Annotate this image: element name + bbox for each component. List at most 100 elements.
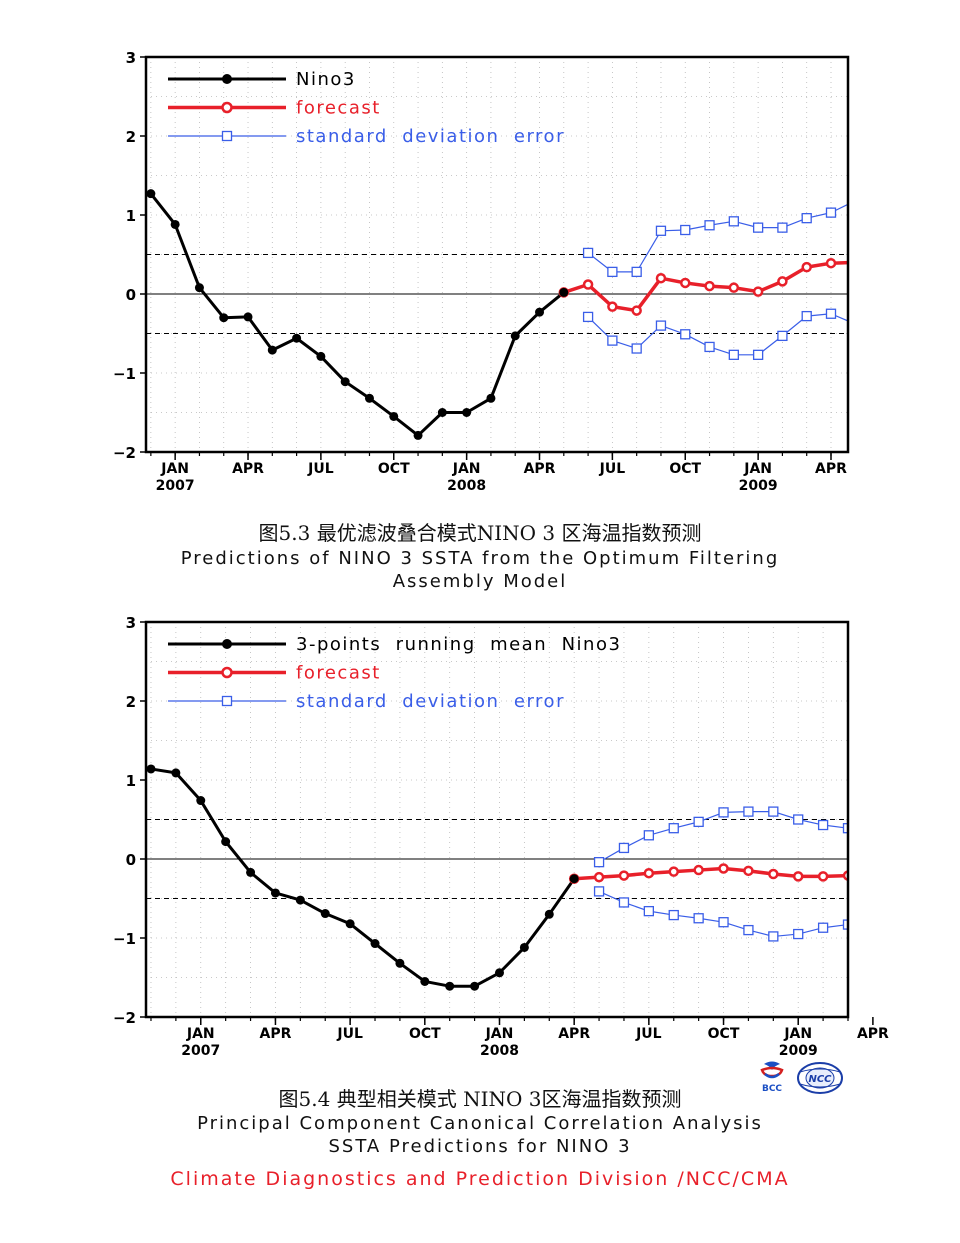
chart-1-std-error-upper-line <box>587 203 848 273</box>
chart-1-forecast-point <box>655 272 667 284</box>
chart-1-forecast-point <box>728 282 740 293</box>
chart-1-observed-point <box>243 312 253 322</box>
chart-1-std-error-upper-marker <box>655 225 667 236</box>
chart-2-x-tick-label: APR <box>260 1026 292 1042</box>
chart-1-forecast-point <box>777 276 788 287</box>
chart-1-forecast-point <box>631 305 642 316</box>
chart-2-std-error-upper-marker <box>593 857 605 868</box>
figure-1-caption-english-line1: Predictions of NINO 3 SSTA from the Opti… <box>180 548 780 569</box>
chart-2-x-tick-label: JAN <box>186 1026 215 1042</box>
chart-2-observed-point <box>146 764 156 774</box>
figure-1-caption-english-line2: Assembly Model <box>392 571 568 592</box>
chart-1-x-tick-label: APR <box>524 461 556 477</box>
chart-1-observed-line <box>149 192 565 437</box>
chart-2-frame <box>144 620 850 1019</box>
chart-2-std-error-lower-marker <box>842 919 848 930</box>
chart-2-x-tick-label: OCT <box>708 1026 740 1042</box>
chart-2-observed-point <box>320 909 330 919</box>
chart-2-forecast-point <box>693 864 704 876</box>
chart-2-std-error-upper-marker <box>842 823 848 834</box>
chart-2-legend-label-1: forecast <box>296 663 381 684</box>
chart-1-std-error-upper-marker <box>851 196 860 205</box>
chart-2-legend: 3-points running mean Nino3 forecast stand… <box>168 634 620 712</box>
chart-2-std-error-upper-marker <box>768 806 779 817</box>
chart-2-x-tick-label: APR <box>857 1026 889 1042</box>
chart-2-observed-line <box>150 767 576 988</box>
chart-1-x-year-label: 2007 <box>156 478 195 494</box>
chart-1-forecast-point <box>752 286 764 297</box>
chart-2-y-tick-label: −2 <box>113 1009 136 1027</box>
chart-2-std-error-upper-marker <box>793 814 804 825</box>
chart-2-observed-point <box>494 968 504 978</box>
chart-1-legend-label-2: standard deviation error <box>296 126 565 147</box>
chart-1-legend-label-0: Nino3 <box>296 69 356 90</box>
chart-1-y-tick-label: −1 <box>113 365 136 383</box>
chart-2-observed-point <box>345 919 355 929</box>
chart-1-forecast-point <box>607 301 618 312</box>
footer-credit: Climate Diagnostics and Prediction Divis… <box>170 1168 790 1190</box>
chart-1-x-tick-label: APR <box>232 461 264 477</box>
chart-2-observed-point <box>470 981 480 991</box>
chart-1-std-error-upper-marker <box>631 266 642 278</box>
chart-1-x-tick-label: JAN <box>452 461 481 477</box>
chart-1-std-error-lower-line <box>587 313 848 356</box>
figure-2-caption-chinese: 图5.4 典型相关模式 NINO 3区海温指数预测 <box>278 1087 682 1111</box>
chart-1-std-error-upper-marker <box>704 220 715 231</box>
chart-2-observed-point <box>544 909 554 919</box>
chart-2-x-tick-label: OCT <box>409 1026 441 1042</box>
ncc-logo-text: NCC <box>808 1074 832 1085</box>
chart-1-junction-point <box>559 287 569 297</box>
chart-2-forecast-point <box>668 866 679 877</box>
chart-2-std-error-lower-marker <box>668 909 679 921</box>
chart-2-x-tick-label: JAN <box>485 1026 514 1042</box>
chart-2-std-error-lower-marker <box>593 886 605 897</box>
chart-2-observed-point <box>196 796 206 806</box>
chart-1-forecast-point <box>582 279 594 290</box>
chart-1-observed-point <box>437 408 447 417</box>
chart-2-forecast-point <box>643 867 655 879</box>
chart-1-observed-point <box>389 411 399 421</box>
chart-2-x-tick-label: APR <box>558 1026 590 1042</box>
figure-2-caption-english-line1: Principal Component Canonical Correlatio… <box>197 1113 763 1134</box>
chart-1-x-tick-label: JAN <box>160 461 189 477</box>
chart-1-legend-marker-observed <box>222 74 232 84</box>
chart-2-std-error-lower-marker <box>618 897 630 908</box>
chart-2-std-error-lower-marker <box>643 905 655 917</box>
chart-1-x-year-label: 2008 <box>447 478 486 494</box>
chart-1-observed-point <box>510 331 520 341</box>
chart-2-legend-marker-forecast <box>221 666 233 679</box>
chart-1-observed-point <box>316 351 326 361</box>
chart-2-std-error-upper-marker <box>668 823 679 834</box>
chart-2-std-error-upper-marker <box>817 819 829 831</box>
chart-1-forecast-point <box>851 258 859 266</box>
bcc-logo-text: BCC <box>762 1084 782 1094</box>
chart-2-std-error-lower-marker <box>817 922 829 933</box>
chart-2-y-tick-label: 3 <box>126 614 136 632</box>
chart-1-observed-point <box>413 430 423 440</box>
chart-1-observed-point <box>462 408 472 417</box>
chart-2-y-tick-label: −1 <box>113 930 136 948</box>
chart-1-forecast-point <box>801 261 812 273</box>
chart-1-std-error-lower-marker <box>631 343 642 354</box>
chart-1-std-error-lower-marker <box>777 330 788 342</box>
chart-2-forecast-point <box>618 870 630 881</box>
chart-2-forecast-point <box>792 871 804 882</box>
chart-1-std-error-upper-marker <box>582 247 594 259</box>
figure-1-caption-chinese: 图5.3 最优滤波叠合模式NINO 3 区海温指数预测 <box>258 521 702 545</box>
chart-1-std-error-lower-marker <box>825 308 837 319</box>
chart-1-y-tick-label: 2 <box>126 128 136 146</box>
chart-2-x-tick-label: JUL <box>336 1026 363 1042</box>
chart-1-std-error-lower-marker <box>680 329 691 340</box>
chart-1-legend-label-1: forecast <box>296 98 381 119</box>
chart-2-y-tick-label: 0 <box>126 851 136 869</box>
chart-2-forecast-point <box>817 871 829 882</box>
chart-2-x-year-label: 2008 <box>480 1043 519 1059</box>
chart-2-legend-label-2: standard deviation error <box>296 691 565 712</box>
chart-1-std-error-upper-marker <box>607 266 618 278</box>
chart-2-std-error-upper-marker <box>693 816 704 828</box>
chart-1-y-tick-label: 1 <box>126 207 136 225</box>
chart-1-x-tick-label: JUL <box>307 461 334 477</box>
chart-1-forecast-point <box>704 280 715 292</box>
chart-2-observed-point <box>295 895 305 905</box>
